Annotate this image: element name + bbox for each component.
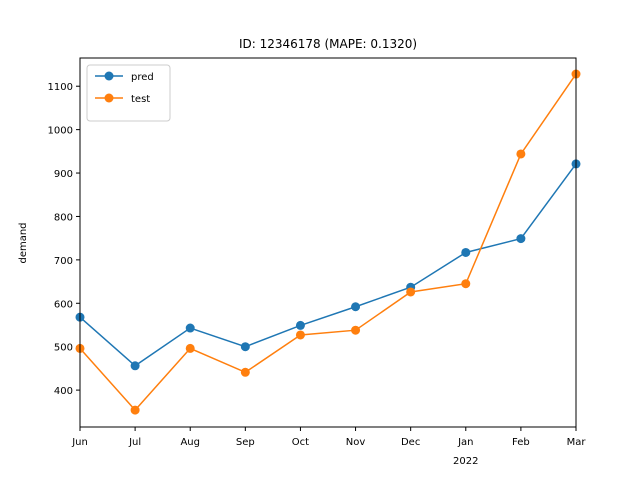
plot-series bbox=[75, 69, 581, 415]
data-point-pred bbox=[516, 234, 526, 244]
data-point-test bbox=[240, 367, 250, 377]
data-point-pred bbox=[240, 342, 250, 352]
data-point-test bbox=[295, 330, 305, 340]
x-tick-label: Nov bbox=[346, 437, 366, 448]
plot-frame bbox=[79, 57, 577, 428]
legend: pred test bbox=[86, 64, 171, 122]
chart-title: ID: 12346178 (MAPE: 0.1320) bbox=[239, 37, 417, 51]
series-line-pred bbox=[79, 163, 577, 367]
data-point-pred bbox=[461, 247, 471, 257]
x-year-label: 2022 bbox=[453, 456, 478, 467]
data-point-test bbox=[516, 149, 526, 159]
x-tick-label: Jun bbox=[71, 437, 88, 448]
data-point-test bbox=[130, 405, 140, 415]
y-axis: 400 500 600 700 800 900 1000 1100 bbox=[48, 82, 80, 397]
series-line-test bbox=[79, 73, 577, 412]
y-tick-label: 1000 bbox=[48, 126, 73, 137]
y-tick-label: 500 bbox=[54, 343, 73, 354]
y-tick-label: 800 bbox=[54, 212, 73, 223]
data-point-test bbox=[461, 279, 471, 289]
legend-marker-test bbox=[104, 93, 114, 103]
data-point-pred bbox=[351, 302, 361, 312]
legend-label-pred: pred bbox=[131, 72, 154, 83]
data-point-test bbox=[351, 325, 361, 335]
data-point-pred bbox=[130, 361, 140, 371]
x-tick-label: Feb bbox=[512, 437, 530, 448]
x-tick-label: Oct bbox=[292, 437, 309, 448]
y-tick-label: 700 bbox=[54, 256, 73, 267]
legend-marker-pred bbox=[104, 71, 114, 81]
x-tick-label: Jan bbox=[457, 437, 473, 448]
x-tick-label: Jul bbox=[128, 437, 141, 448]
x-tick-label: Dec bbox=[401, 437, 420, 448]
x-tick-label: Mar bbox=[567, 437, 587, 448]
y-axis-label: demand bbox=[18, 222, 29, 263]
x-tick-label: Aug bbox=[180, 437, 200, 448]
y-tick-label: 900 bbox=[54, 169, 73, 180]
legend-box bbox=[86, 64, 171, 122]
data-point-pred bbox=[185, 323, 195, 333]
y-tick-label: 600 bbox=[54, 299, 73, 310]
data-point-test bbox=[406, 287, 416, 297]
x-tick-label: Sep bbox=[236, 437, 255, 448]
data-point-pred bbox=[295, 320, 305, 330]
data-point-test bbox=[185, 343, 195, 353]
y-tick-label: 1100 bbox=[48, 82, 73, 93]
x-axis: Jun Jul Aug Sep Oct Nov Dec Jan Feb Mar 2022 bbox=[71, 427, 586, 467]
y-tick-label: 400 bbox=[54, 386, 73, 397]
legend-label-test: test bbox=[131, 94, 150, 105]
